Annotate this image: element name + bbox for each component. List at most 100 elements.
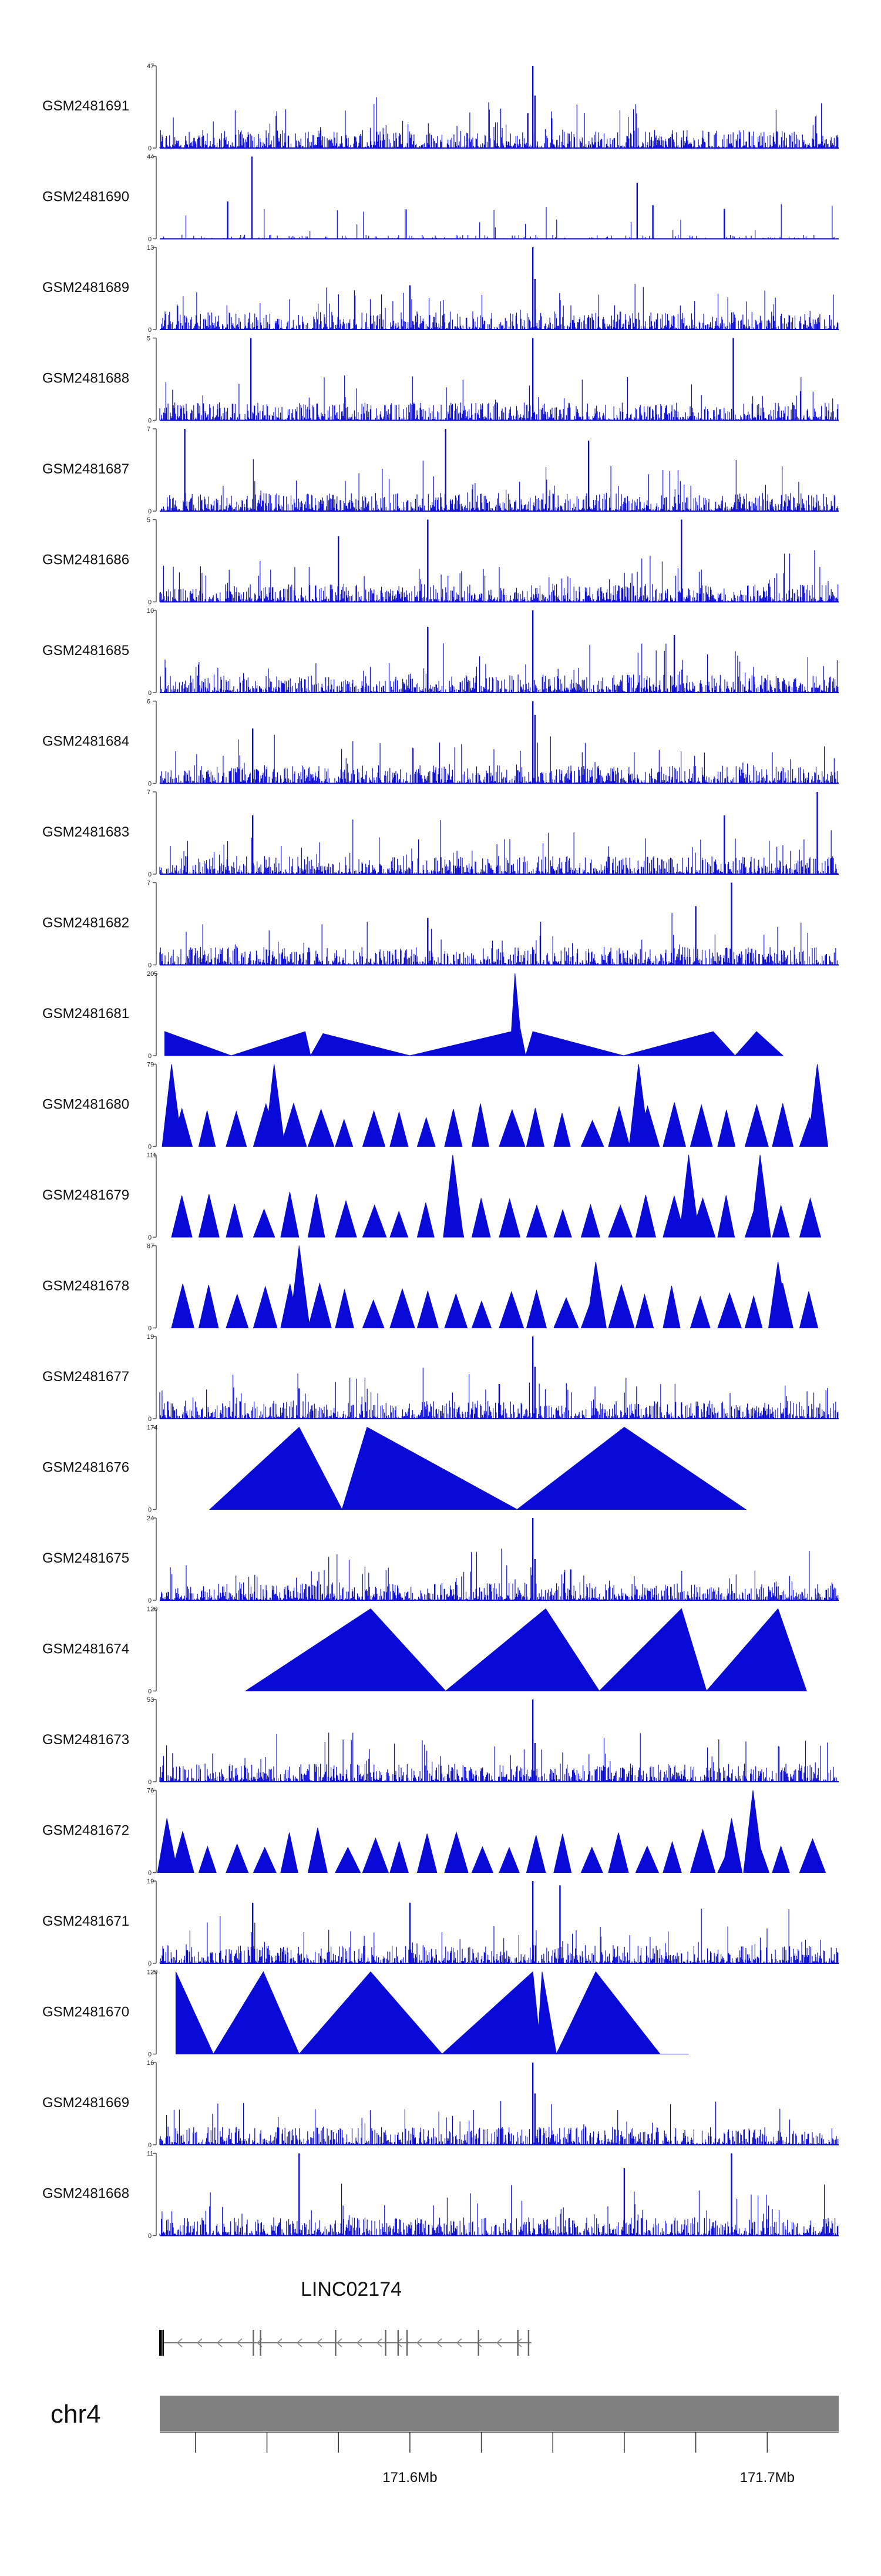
track-label: GSM2481668 xyxy=(42,2186,129,2202)
track-label: GSM2481691 xyxy=(42,98,129,114)
track-GSM2481682: GSM2481682 7 0 xyxy=(42,880,839,969)
gene-name: LINC02174 xyxy=(301,2278,402,2300)
chromosome-name: chr4 xyxy=(51,2400,101,2429)
strand-arrow xyxy=(496,2338,502,2347)
track-label: GSM2481689 xyxy=(42,280,129,295)
signal-bars xyxy=(160,284,839,330)
strand-arrow xyxy=(196,2338,203,2347)
y-max-label: 44 xyxy=(147,154,154,161)
signal-bars xyxy=(162,204,835,239)
y-min-label: 0 xyxy=(148,508,152,515)
track-GSM2481681: GSM2481681 205 0 xyxy=(42,970,784,1060)
exon xyxy=(406,2330,408,2356)
exon xyxy=(335,2330,337,2356)
y-min-label: 0 xyxy=(148,1416,152,1423)
y-max-label: 5 xyxy=(147,335,150,342)
track-GSM2481690: GSM2481690 44 0 xyxy=(42,154,839,243)
y-max-label: 79 xyxy=(147,1062,154,1069)
strand-arrow xyxy=(316,2338,322,2347)
y-min-label: 0 xyxy=(148,327,152,334)
signal-bars xyxy=(159,2101,839,2145)
track-label: GSM2481677 xyxy=(42,1369,129,1385)
y-max-label: 13 xyxy=(147,244,154,251)
track-GSM2481676: GSM2481676 174 0 xyxy=(42,1425,747,1514)
signal-bars xyxy=(159,1732,839,1782)
coverage-triangles xyxy=(171,1245,819,1328)
signal-bars xyxy=(159,820,839,874)
y-min-label: 0 xyxy=(148,1870,152,1877)
y-min-label: 0 xyxy=(148,1144,152,1151)
exon xyxy=(260,2330,261,2356)
exon xyxy=(385,2330,386,2356)
exon xyxy=(397,2330,399,2356)
strand-arrow xyxy=(456,2338,462,2347)
y-min-label: 0 xyxy=(148,1053,152,1060)
track-label: GSM2481678 xyxy=(42,1278,129,1294)
y-max-label: 129 xyxy=(147,1969,157,1976)
y-max-label: 19 xyxy=(147,1878,154,1885)
coverage-triangles xyxy=(244,1608,807,1692)
track-GSM2481675: GSM2481675 24 0 xyxy=(42,1515,839,1604)
strand-arrow xyxy=(516,2338,522,2347)
y-min-label: 0 xyxy=(148,690,152,697)
y-min-label: 0 xyxy=(148,1597,152,1604)
exon xyxy=(527,2330,530,2356)
track-label: GSM2481681 xyxy=(42,1006,129,1022)
y-max-label: 174 xyxy=(147,1425,157,1432)
chromosome-track: chr4 xyxy=(51,2396,839,2431)
strand-arrow xyxy=(336,2338,342,2347)
exon xyxy=(253,2330,254,2356)
x-axis: 171.6Mb 171.7Mb xyxy=(160,2431,839,2486)
strand-arrow xyxy=(476,2338,482,2347)
y-max-label: 24 xyxy=(147,1515,154,1522)
strand-arrow xyxy=(356,2338,362,2347)
signal-bars xyxy=(159,459,839,511)
track-GSM2481672: GSM2481672 76 0 xyxy=(42,1788,826,1877)
track-GSM2481668: GSM2481668 11 0 xyxy=(42,2151,839,2240)
track-GSM2481688: GSM2481688 5 0 xyxy=(42,335,839,425)
strand-arrow xyxy=(436,2338,442,2347)
y-max-label: 11 xyxy=(147,2151,153,2158)
y-max-label: 53 xyxy=(147,1697,154,1704)
track-GSM2481674: GSM2481674 120 0 xyxy=(42,1606,807,1695)
y-max-label: 205 xyxy=(147,970,157,978)
signal-bars xyxy=(159,375,839,421)
y-min-label: 0 xyxy=(148,871,152,878)
track-GSM2481678: GSM2481678 87 0 xyxy=(42,1243,819,1332)
y-max-label: 10 xyxy=(147,607,154,614)
y-max-label: 7 xyxy=(147,426,150,433)
track-label: GSM2481679 xyxy=(42,1187,129,1203)
exon xyxy=(162,2330,163,2356)
strand-arrow xyxy=(416,2338,422,2347)
track-GSM2481689: GSM2481689 13 0 xyxy=(42,244,839,334)
signal-bars xyxy=(159,550,839,602)
track-label: GSM2481682 xyxy=(42,915,129,931)
coverage-triangles xyxy=(209,1426,747,1510)
track-GSM2481669: GSM2481669 16 0 xyxy=(42,2060,839,2149)
track-label: GSM2481686 xyxy=(42,552,129,568)
track-label: GSM2481672 xyxy=(42,1823,129,1839)
signal-bars xyxy=(159,1909,839,1963)
strand-arrow xyxy=(376,2338,382,2347)
coverage-triangles xyxy=(162,1064,829,1147)
signal-bars xyxy=(159,913,839,965)
x-tick-label: 171.7Mb xyxy=(740,2470,795,2486)
track-GSM2481685: GSM2481685 10 0 xyxy=(42,607,839,697)
track-label: GSM2481685 xyxy=(42,643,129,659)
chromosome-ideogram xyxy=(160,2396,839,2431)
track-label: GSM2481675 xyxy=(42,1550,129,1566)
strand-arrow xyxy=(236,2338,243,2347)
track-GSM2481680: GSM2481680 79 0 xyxy=(42,1062,829,1151)
track-label: GSM2481683 xyxy=(42,824,129,840)
gene-track: LINC02174 xyxy=(159,2278,532,2356)
track-GSM2481686: GSM2481686 5 0 xyxy=(42,517,839,606)
track-label: GSM2481680 xyxy=(42,1097,129,1113)
y-min-label: 0 xyxy=(148,962,152,969)
track-GSM2481684: GSM2481684 6 0 xyxy=(42,698,839,788)
signal-bars xyxy=(159,1549,839,1600)
strand-arrow xyxy=(396,2338,402,2347)
track-label: GSM2481670 xyxy=(42,2004,129,2020)
y-min-label: 0 xyxy=(148,145,152,152)
track-label: GSM2481676 xyxy=(42,1460,129,1476)
track-GSM2481673: GSM2481673 53 0 xyxy=(42,1697,839,1786)
